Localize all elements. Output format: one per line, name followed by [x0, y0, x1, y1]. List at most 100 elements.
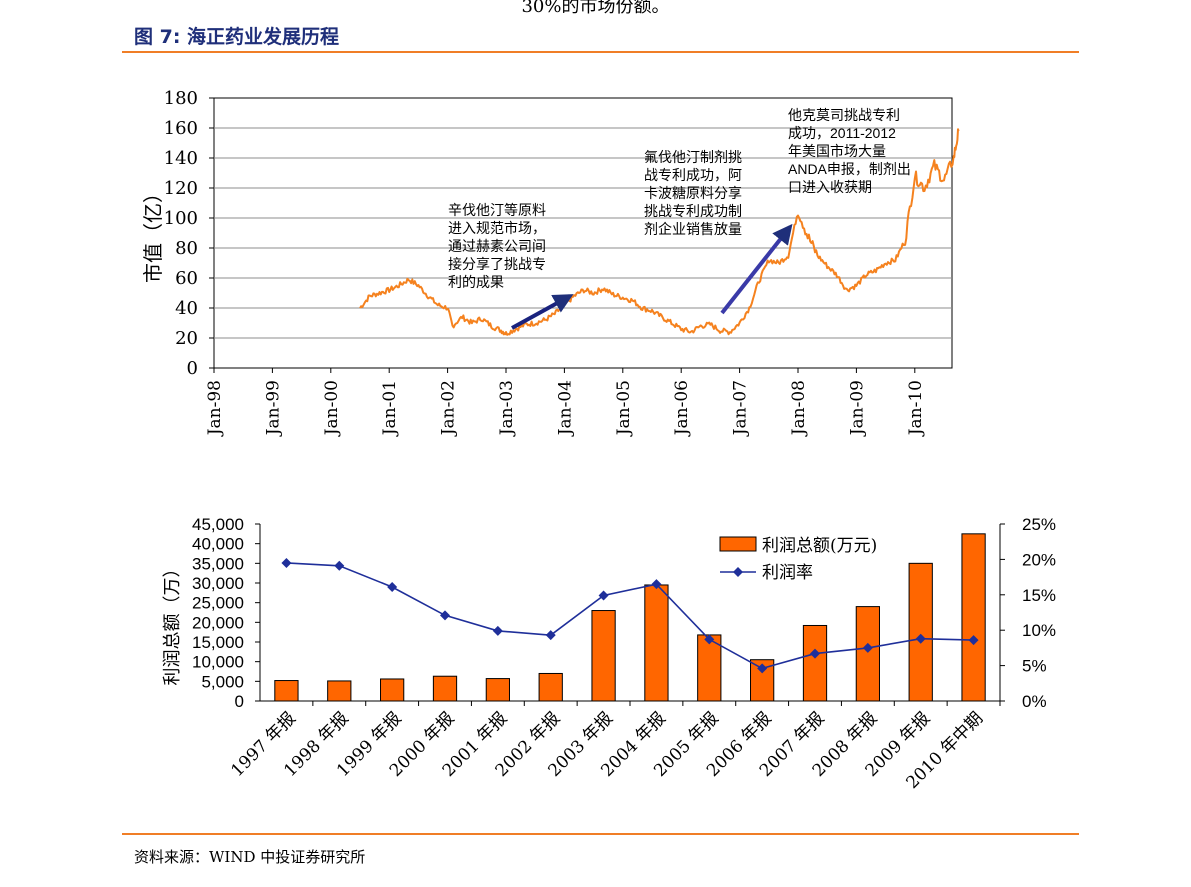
y-tick-label: 120: [164, 178, 198, 199]
annotation-line: 氟伐他汀制剂挑: [644, 149, 742, 165]
annotation-line: 口进入收获期: [788, 179, 872, 195]
y2-tick-label: 15%: [1022, 586, 1056, 605]
x-tick-label: Jan-98: [205, 380, 225, 437]
y-tick-label: 40: [175, 298, 198, 319]
source-rule: [122, 833, 1079, 835]
annotation-arrow-1: [511, 294, 574, 330]
x-tick-label: Jan-08: [789, 380, 809, 437]
y-axis-label: 市值（亿）: [141, 183, 165, 283]
annotation-line: 接分享了挑战专: [448, 256, 546, 272]
y-tick-label: 0: [187, 358, 198, 379]
top-paragraph-text: 30%的市场份额。: [521, 0, 670, 17]
profit-rate-point: [810, 648, 820, 659]
profit-bar: [485, 678, 510, 702]
profit-rate-point: [281, 557, 292, 568]
x-tick-label: Jan-07: [731, 380, 751, 437]
x-tick-label: Jan-00: [322, 380, 342, 437]
x-tick-label: Jan-10: [906, 380, 926, 437]
y-tick-label: 20,000: [192, 613, 244, 632]
profit-rate-point: [545, 630, 556, 641]
legend-line-marker: [733, 567, 743, 577]
y-tick-label: 140: [164, 148, 198, 169]
y2-tick-label: 0%: [1022, 692, 1047, 711]
profit-bar: [274, 680, 299, 702]
y-tick-label: 60: [175, 268, 198, 289]
profit-rate-point: [598, 590, 609, 601]
annotation-line: 利的成果: [448, 274, 504, 290]
y2-tick-label: 25%: [1022, 515, 1056, 534]
x-tick-label: Jan-06: [672, 380, 692, 437]
legend-bar-swatch: [719, 536, 757, 552]
profit-bar: [538, 672, 563, 702]
profit-bar: [750, 659, 775, 702]
profit-rate-point: [334, 560, 345, 571]
y-tick-label: 10,000: [192, 653, 244, 672]
x-tick-label: Jan-99: [263, 380, 283, 437]
market-cap-line: [359, 128, 960, 336]
x-tick-label: Jan-05: [614, 380, 634, 437]
annotation-line: 成功，2011-2012: [788, 125, 896, 141]
profit-bar: [697, 634, 722, 702]
y-tick-label: 100: [164, 208, 198, 229]
y2-tick-label: 20%: [1022, 550, 1056, 569]
x-tick-label: Jan-03: [497, 380, 517, 437]
y-tick-label: 35,000: [192, 554, 244, 573]
annotation-line: 挑战专利成功制: [644, 203, 742, 219]
profit-bar: [644, 584, 669, 702]
profit-rate-point: [651, 579, 662, 590]
profit-rate-point: [862, 642, 873, 653]
y-axis-label: 利润总额（万）: [162, 560, 183, 686]
profit-rate-point: [915, 633, 926, 644]
profit-bar: [802, 624, 828, 702]
annotation-line: ANDA申报，制剂出: [788, 161, 911, 177]
x-tick-label: Jan-02: [439, 380, 459, 437]
y-tick-label: 180: [164, 88, 198, 109]
x-tick-label: Jan-09: [847, 380, 867, 437]
y-tick-label: 30,000: [192, 574, 244, 593]
profit-bar: [380, 678, 405, 702]
legend-line-label: 利润率: [762, 563, 813, 583]
y-tick-label: 15,000: [192, 633, 244, 652]
profit-rate-point: [757, 663, 768, 674]
annotation-arrow-2: [720, 223, 793, 315]
y2-tick-label: 10%: [1022, 621, 1056, 640]
legend-bar-label: 利润总额(万元): [762, 536, 877, 556]
profit-bar: [855, 606, 880, 702]
y-tick-label: 25,000: [192, 594, 244, 613]
x-tick-label: Jan-01: [380, 380, 400, 437]
profit-rate-point: [968, 635, 979, 646]
plot-area: [213, 97, 953, 369]
annotation-line: 年美国市场大量: [788, 143, 886, 159]
profit-rate-point: [387, 582, 398, 593]
title-rule: [122, 51, 1079, 53]
annotation-line: 通过赫素公司间: [448, 238, 546, 254]
annotation-line: 进入规范市场，: [448, 220, 546, 236]
source-note: 资料来源：WIND 中投证券研究所: [134, 848, 366, 866]
annotation-line: 战专利成功，阿: [644, 167, 742, 183]
figure-title: 图 7: 海正药业发展历程: [134, 26, 340, 48]
y-tick-label: 160: [164, 118, 198, 139]
y-tick-label: 0: [235, 692, 244, 711]
annotation-text-3: 他克莫司挑战专利成功，2011-2012 年美国市场大量 ANDA申报，制剂出口进入…: [788, 107, 911, 195]
annotation-line: 辛伐他汀等原料: [448, 202, 546, 218]
profit-rate-line: [286, 562, 974, 670]
profit-rate-point: [704, 634, 715, 645]
annotation-text-1: 辛伐他汀等原料进入规范市场， 通过赫素公司间接分享了挑战专利的成果: [448, 202, 546, 290]
y-tick-label: 20: [175, 328, 198, 349]
y-tick-label: 40,000: [192, 535, 244, 554]
profit-bar: [591, 610, 616, 702]
y2-tick-label: 5%: [1022, 657, 1047, 676]
annotation-line: 剂企业销售放量: [644, 221, 742, 237]
annotation-line: 卡波糖原料分享: [644, 185, 742, 201]
y-tick-label: 80: [175, 238, 198, 259]
x-tick-label: Jan-04: [555, 380, 575, 437]
profit-rate-point: [492, 625, 503, 636]
profit-bar: [961, 533, 986, 702]
profit-bar: [432, 675, 458, 702]
profit-bar: [908, 562, 933, 702]
profit-rate-point: [440, 610, 450, 621]
annotation-line: 他克莫司挑战专利: [788, 107, 900, 123]
profit-bar: [327, 680, 352, 702]
y-tick-label: 45,000: [192, 515, 244, 534]
